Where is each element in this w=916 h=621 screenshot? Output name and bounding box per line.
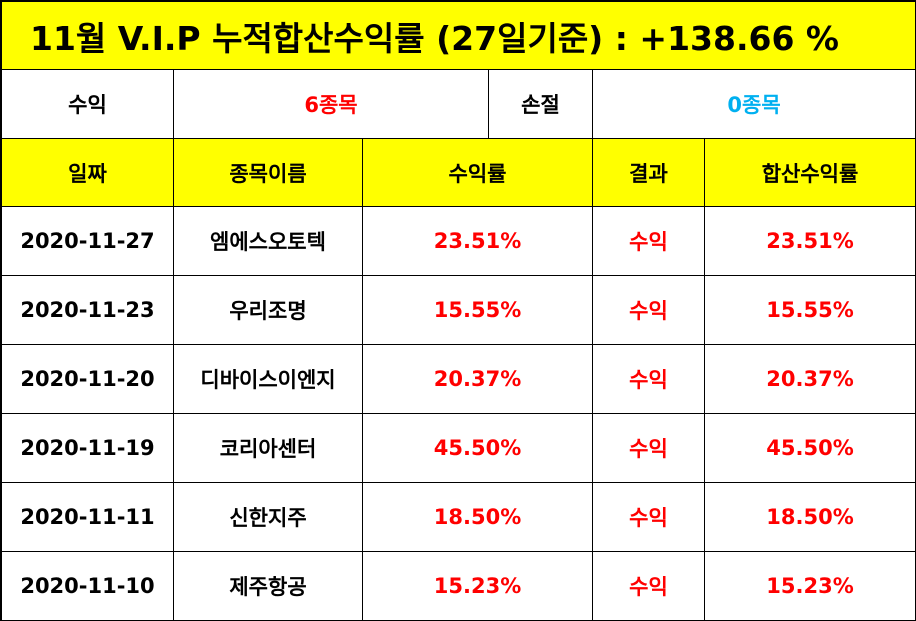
row-date: 2020-11-27 [1,206,174,276]
page-title: 11월 V.I.P 누적합산수익률 (27일기준) : +138.66 % [0,1,916,70]
row-name: 엠에스오토텍 [173,206,363,276]
row-total: 15.23% [703,551,916,621]
row-date: 2020-11-11 [1,482,174,552]
header-date: 일짜 [1,138,174,207]
row-date: 2020-11-20 [1,344,174,414]
header-name: 종목이름 [173,138,363,207]
table-header-row: 일짜 종목이름 수익률 결과 합산수익률 [1,138,916,207]
row-rate: 18.50% [362,482,593,552]
row-total: 15.55% [703,275,916,345]
row-rate: 45.50% [362,413,593,483]
header-result: 결과 [592,138,705,207]
row-name: 우리조명 [173,275,363,345]
summary-row: 수익 6종목 손절 0종목 [1,69,916,139]
row-total: 23.51% [703,206,916,276]
row-result: 수익 [592,344,705,414]
row-rate: 15.55% [362,275,593,345]
row-result: 수익 [592,482,705,552]
header-rate: 수익률 [362,138,593,207]
profit-count: 6종목 [173,69,489,139]
table-row: 2020-11-10 제주항공 15.23% 수익 15.23% [1,551,916,621]
row-result: 수익 [592,275,705,345]
row-name: 디바이스이엔지 [173,344,363,414]
row-total: 20.37% [703,344,916,414]
row-result: 수익 [592,413,705,483]
row-total: 45.50% [703,413,916,483]
row-result: 수익 [592,206,705,276]
row-name: 신한지주 [173,482,363,552]
table-row: 2020-11-23 우리조명 15.55% 수익 15.55% [1,275,916,345]
loss-label: 손절 [488,69,593,139]
table-row: 2020-11-20 디바이스이엔지 20.37% 수익 20.37% [1,344,916,414]
table-row: 2020-11-27 엠에스오토텍 23.51% 수익 23.51% [1,206,916,276]
table-row: 2020-11-19 코리아센터 45.50% 수익 45.50% [1,413,916,483]
row-total: 18.50% [703,482,916,552]
table-row: 2020-11-11 신한지주 18.50% 수익 18.50% [1,482,916,552]
row-date: 2020-11-10 [1,551,174,621]
row-rate: 15.23% [362,551,593,621]
header-total: 합산수익률 [703,138,916,207]
row-rate: 23.51% [362,206,593,276]
row-date: 2020-11-23 [1,275,174,345]
row-name: 코리아센터 [173,413,363,483]
title-row: 11월 V.I.P 누적합산수익률 (27일기준) : +138.66 % [0,1,916,70]
loss-count: 0종목 [591,69,916,139]
row-rate: 20.37% [362,344,593,414]
row-result: 수익 [592,551,705,621]
profit-label: 수익 [1,69,174,139]
row-date: 2020-11-19 [1,413,174,483]
row-name: 제주항공 [173,551,363,621]
